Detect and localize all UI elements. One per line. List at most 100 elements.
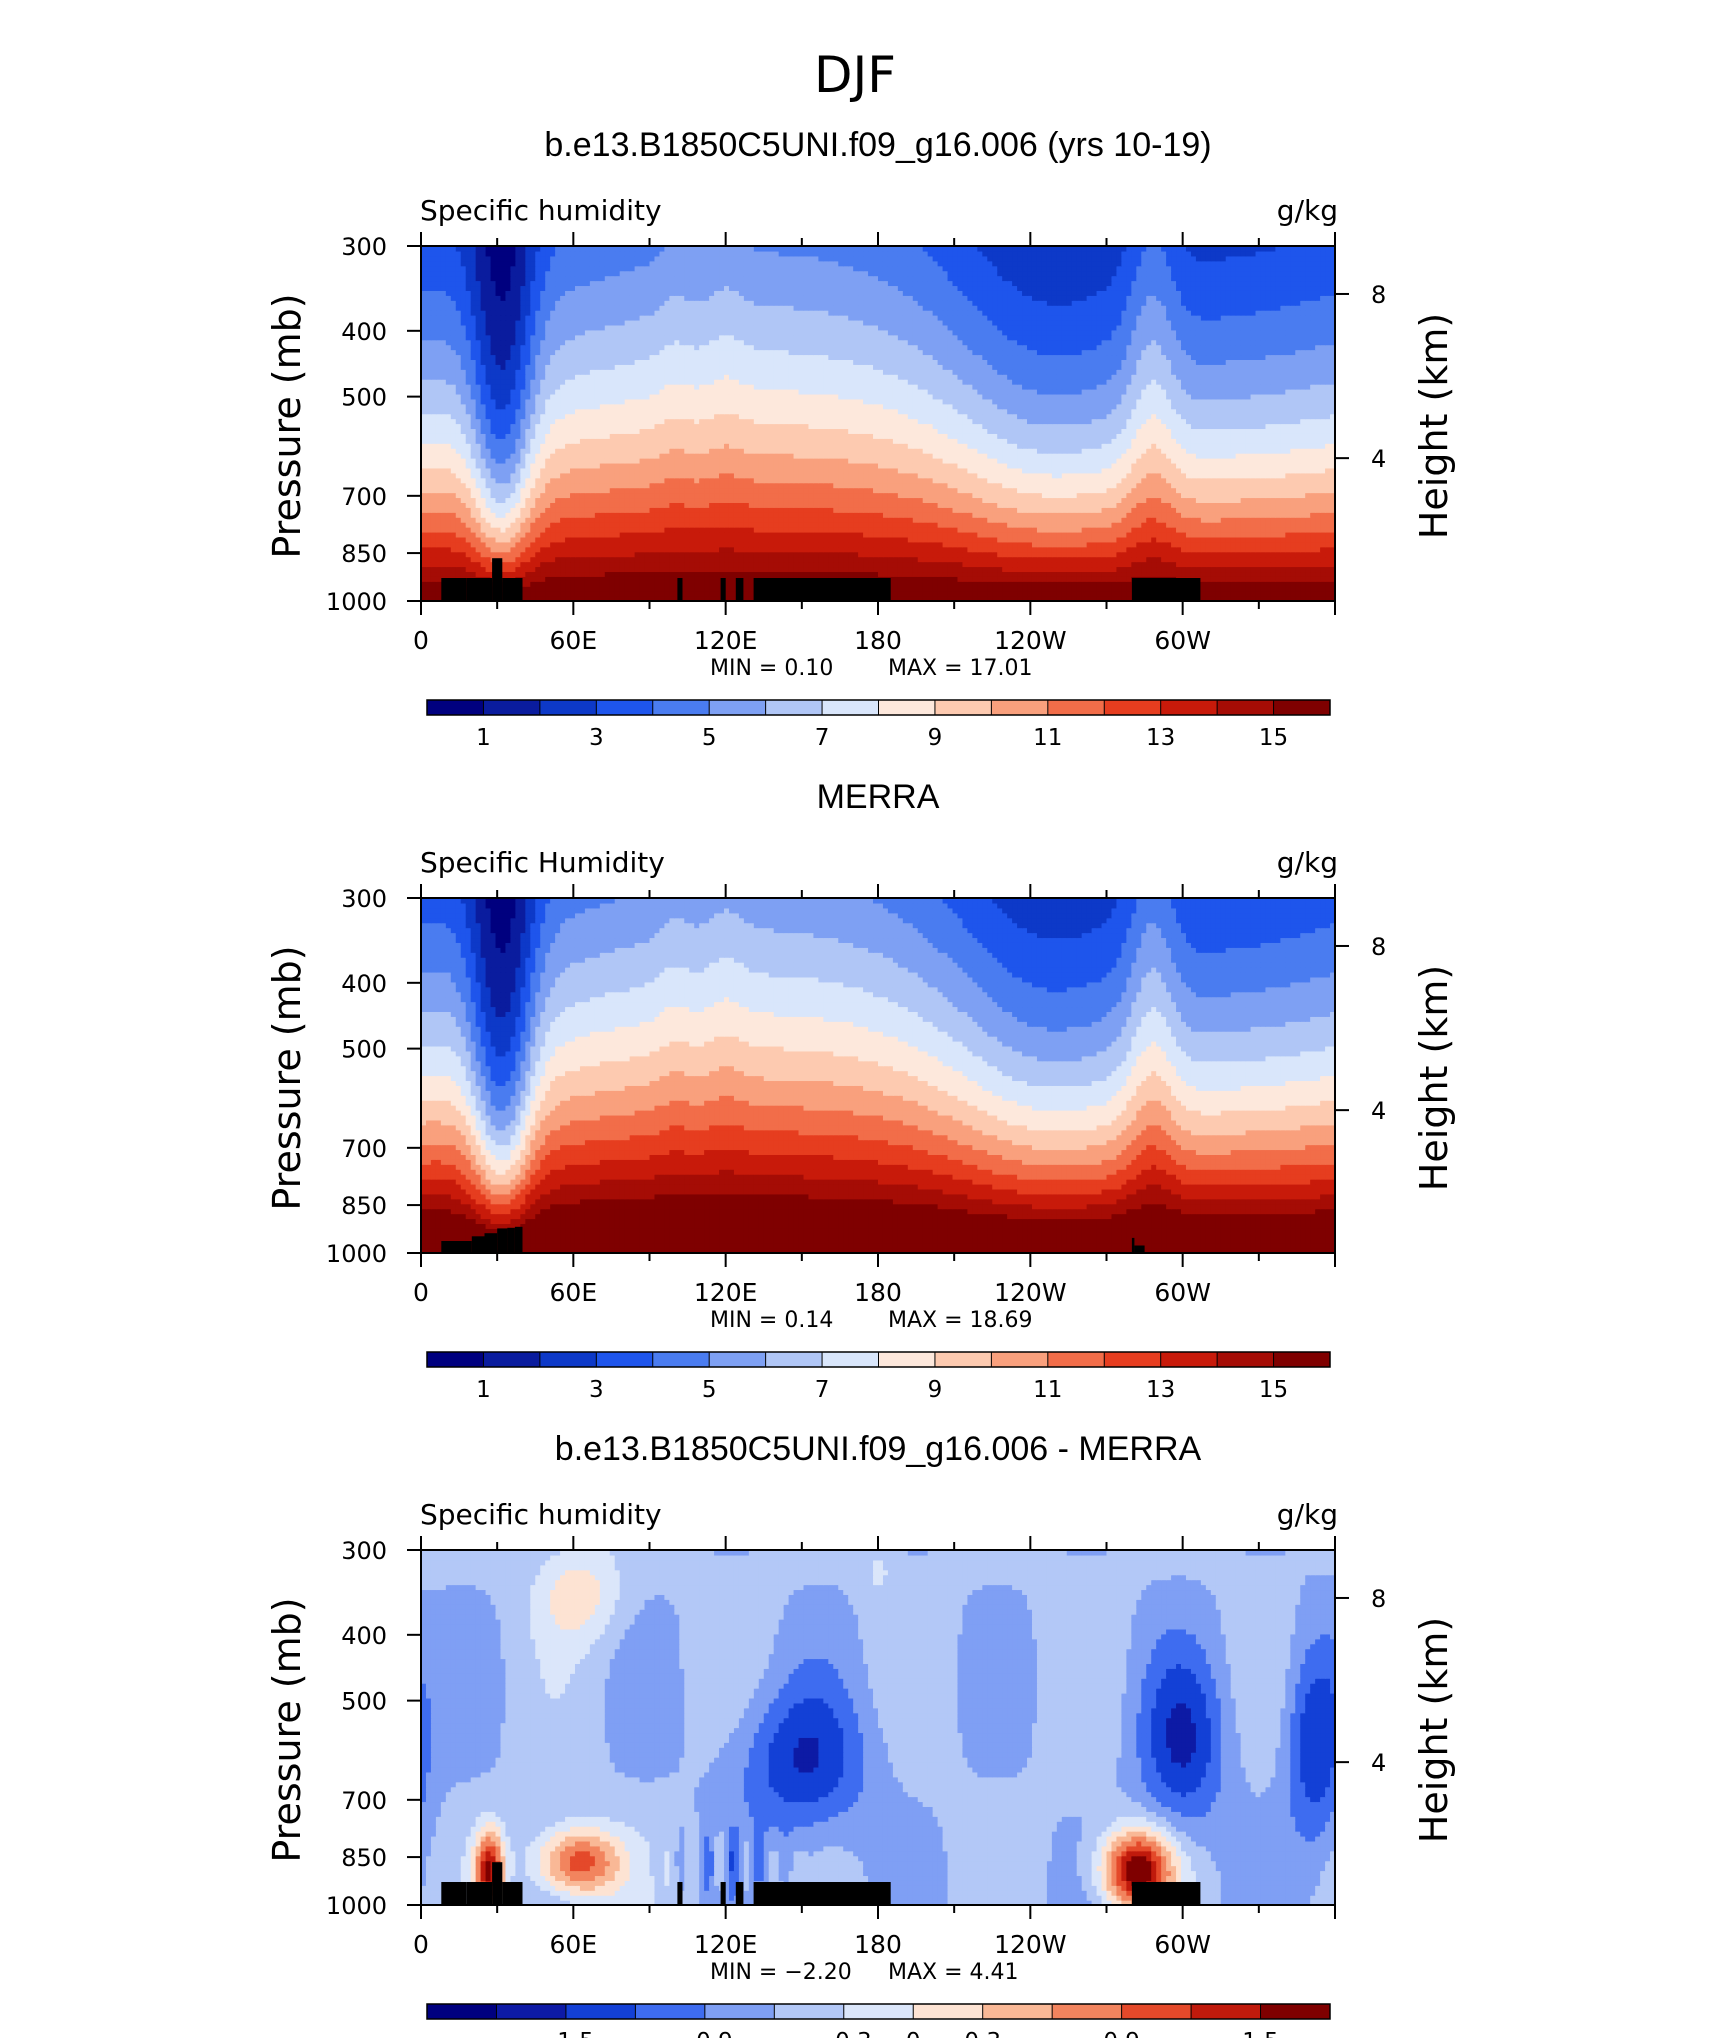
field-cell <box>913 571 919 577</box>
field-cell <box>1047 591 1053 597</box>
field-cell <box>739 532 745 538</box>
field-cell <box>610 537 616 543</box>
field-cell <box>630 527 636 533</box>
field-cell <box>476 537 482 543</box>
field-cell <box>1290 527 1296 533</box>
field-cell <box>769 562 775 568</box>
field-cell <box>625 552 631 558</box>
field-cell <box>461 532 467 538</box>
field-cell <box>565 537 571 543</box>
field-cell <box>754 562 760 568</box>
field-cell <box>694 542 700 548</box>
field-cell <box>833 547 839 553</box>
field-cell <box>888 557 894 563</box>
field-cell <box>436 571 442 577</box>
field-cell <box>1072 552 1078 558</box>
field-cell <box>659 562 665 568</box>
field-cell <box>481 547 487 553</box>
field-cell <box>1136 547 1142 553</box>
field-cell <box>992 581 998 587</box>
field-cell <box>769 522 775 528</box>
field-cell <box>1300 581 1306 587</box>
field-cell <box>640 586 646 592</box>
field-cell <box>630 557 636 563</box>
field-cell <box>545 532 551 538</box>
field-cell <box>724 542 730 548</box>
field-cell <box>1161 562 1167 568</box>
field-cell <box>515 542 521 548</box>
field-cell <box>540 552 546 558</box>
field-cell <box>1310 542 1316 548</box>
field-cell <box>615 576 621 582</box>
field-cell <box>938 532 944 538</box>
field-cell <box>1186 552 1192 558</box>
field-cell <box>923 571 929 577</box>
field-cell <box>550 557 556 563</box>
field-cell <box>570 562 576 568</box>
field-cell <box>1221 547 1227 553</box>
field-cell <box>754 527 760 533</box>
field-cell <box>1146 566 1152 572</box>
field-cell <box>794 542 800 548</box>
field-cell <box>943 591 949 597</box>
field-cell <box>1052 552 1058 558</box>
field-cell <box>1007 586 1013 592</box>
field-cell <box>779 537 785 543</box>
field-cell <box>843 562 849 568</box>
field-cell <box>595 566 601 572</box>
field-cell <box>1221 581 1227 587</box>
field-cell <box>1270 591 1276 597</box>
field-cell <box>1201 581 1207 587</box>
field-cell <box>1241 581 1247 587</box>
field-cell <box>565 576 571 582</box>
field-cell <box>491 527 497 533</box>
field-cell <box>451 537 457 543</box>
field-cell <box>962 552 968 558</box>
field-cell <box>610 571 616 577</box>
field-cell <box>1300 532 1306 538</box>
field-cell <box>953 537 959 543</box>
field-cell <box>799 547 805 553</box>
field-cell <box>669 547 675 553</box>
field-cell <box>650 522 656 528</box>
field-cell <box>659 566 665 572</box>
field-cell <box>1236 576 1242 582</box>
field-cell <box>595 552 601 558</box>
field-cell <box>1087 576 1093 582</box>
field-cell <box>600 571 606 577</box>
field-cell <box>1265 542 1271 548</box>
field-cell <box>873 522 879 528</box>
field-cell <box>1305 576 1311 582</box>
field-cell <box>1007 581 1013 587</box>
field-cell <box>1171 571 1177 577</box>
field-cell <box>933 537 939 543</box>
field-cell <box>699 527 705 533</box>
field-cell <box>560 576 566 582</box>
field-cell <box>992 532 998 538</box>
field-cell <box>962 527 968 533</box>
field-cell <box>585 547 591 553</box>
field-cell <box>600 566 606 572</box>
field-cell <box>650 542 656 548</box>
field-cell <box>759 542 765 548</box>
field-cell <box>481 532 487 538</box>
field-cell <box>650 576 656 582</box>
field-cell <box>679 566 685 572</box>
field-cell <box>1032 547 1038 553</box>
field-cell <box>535 581 541 587</box>
field-cell <box>1057 532 1063 538</box>
field-cell <box>818 527 824 533</box>
field-cell <box>1007 566 1013 572</box>
field-cell <box>1171 527 1177 533</box>
field-cell <box>426 532 432 538</box>
field-cell <box>1131 527 1137 533</box>
field-cell <box>1027 552 1033 558</box>
field-cell <box>794 557 800 563</box>
field-cell <box>813 527 819 533</box>
field-cell <box>500 552 506 558</box>
field-cell <box>1260 547 1266 553</box>
field-cell <box>659 581 665 587</box>
field-cell <box>982 557 988 563</box>
field-cell <box>510 562 516 568</box>
